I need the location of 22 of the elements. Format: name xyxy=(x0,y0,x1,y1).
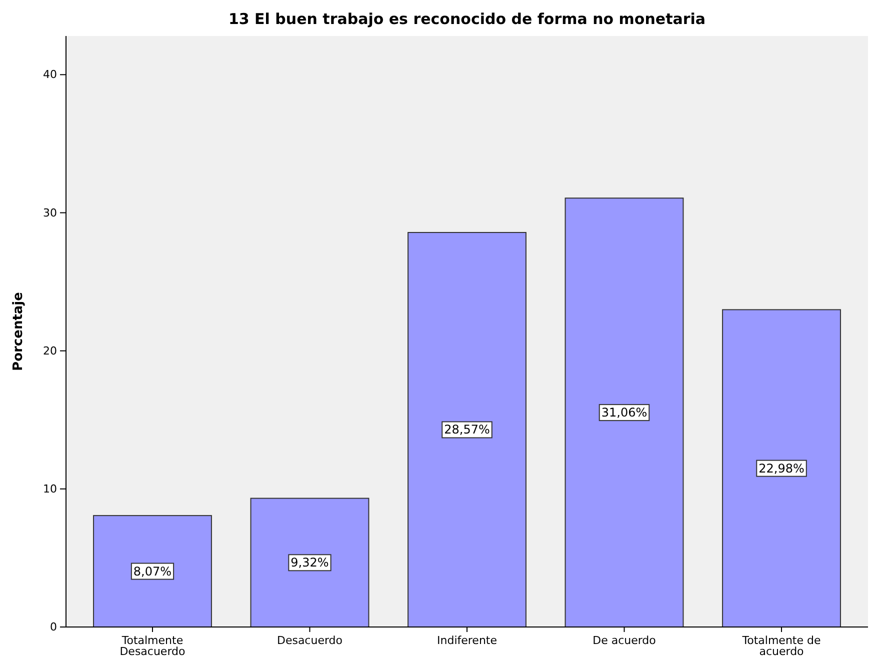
y-tick-label: 10 xyxy=(43,482,57,496)
data-label: 9,32% xyxy=(290,556,329,570)
chart-title: 13 El buen trabajo es reconocido de forma no monetaria xyxy=(228,10,706,28)
data-label: 22,98% xyxy=(758,461,804,476)
y-axis-title: Porcentaje xyxy=(11,292,26,371)
bar xyxy=(722,309,841,628)
y-tick-label: 0 xyxy=(50,620,57,634)
data-label: 28,57% xyxy=(444,422,490,437)
x-tick-label: Indiferente xyxy=(437,634,498,647)
bar xyxy=(408,232,526,628)
bar xyxy=(250,498,370,628)
x-tick-label: Totalmente Desacuerdo xyxy=(120,634,186,658)
y-tick-label: 30 xyxy=(43,206,57,220)
x-tick-label: Totalmente de acuerdo xyxy=(741,634,821,658)
x-tick-label: De acuerdo xyxy=(592,634,656,647)
bar xyxy=(564,198,684,628)
data-label: 8,07% xyxy=(133,564,172,578)
y-tick-label: 20 xyxy=(43,344,57,358)
bar xyxy=(93,515,212,628)
y-tick-label: 40 xyxy=(43,68,57,82)
x-tick-label: Desacuerdo xyxy=(276,634,343,647)
data-label: 31,06% xyxy=(601,406,648,420)
